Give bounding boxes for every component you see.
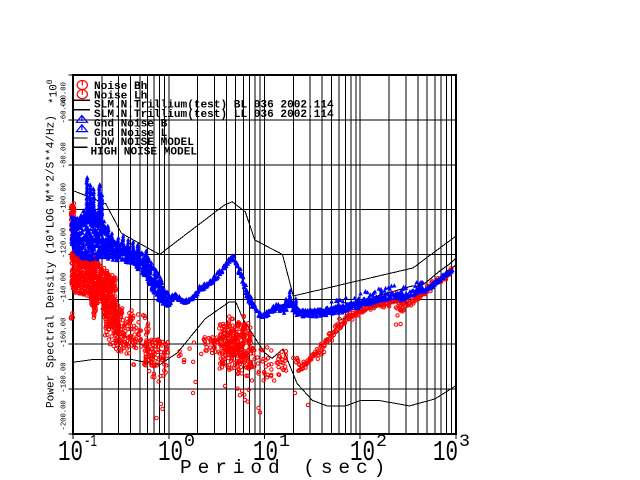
svg-text:10: 10 [350,436,375,469]
svg-text:3: 3 [459,432,470,452]
svg-text:Gnd Noise L: Gnd Noise L [94,128,168,140]
svg-text:10: 10 [253,436,278,469]
svg-text:*100: *100 [46,79,61,104]
svg-text:SLM.N.Trillium(test) LL 036: SLM.N.Trillium(test) LL 036 2002.114 [94,109,334,121]
svg-text:Noise Bh: Noise Bh [94,81,147,93]
svg-text:-40.00: -40.00 [61,82,69,108]
svg-text:Power Spectral Density (10*LOG: Power Spectral Density (10*LOG M**2/S**4… [46,115,58,408]
svg-text:LOW NOISE MODEL: LOW NOISE MODEL [94,137,194,149]
svg-text:Period (sec): Period (sec) [180,457,391,479]
svg-text:-60.00: -60.00 [61,98,69,124]
svg-text:-1: -1 [84,432,97,452]
svg-text:SLM.N.Trillium(test) BL 036: SLM.N.Trillium(test) BL 036 2002.114 [94,100,334,112]
svg-text:HIGH NOISE MODEL: HIGH NOISE MODEL [91,147,198,159]
svg-text:-120.00: -120.00 [61,228,69,258]
svg-text:-180.00: -180.00 [61,362,69,392]
svg-text:-80.00: -80.00 [61,142,69,168]
svg-text:0: 0 [184,432,195,452]
svg-text:-100.00: -100.00 [61,183,69,213]
svg-text:2: 2 [376,432,387,452]
svg-text:Gnd Noise B: Gnd Noise B [94,118,168,130]
svg-text:10: 10 [158,436,183,469]
svg-text:-200.00: -200.00 [61,400,69,430]
svg-text:Noise Lh: Noise Lh [94,90,147,102]
svg-text:-160.00: -160.00 [61,318,69,348]
svg-text:-140.00: -140.00 [61,273,69,303]
svg-text:10: 10 [58,436,83,469]
svg-text:10: 10 [433,436,458,469]
svg-text:1: 1 [279,432,290,452]
